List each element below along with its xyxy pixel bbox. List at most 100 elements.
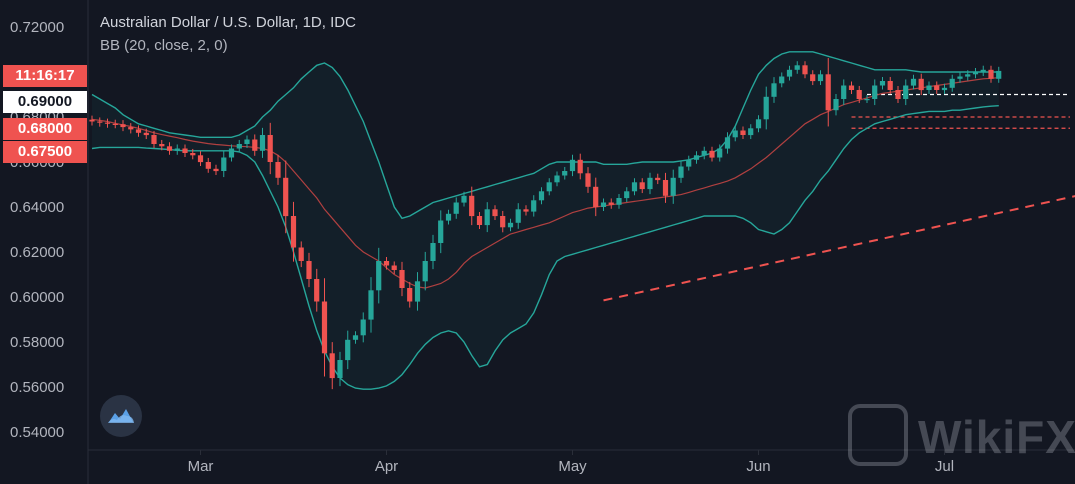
candle-body <box>221 157 227 171</box>
candle <box>585 167 591 193</box>
candle-body <box>693 155 700 160</box>
candle-body <box>639 182 645 190</box>
candle <box>670 169 676 204</box>
candle <box>810 70 816 86</box>
candle <box>259 127 266 158</box>
candle <box>399 261 405 297</box>
candle-body <box>554 175 560 183</box>
candle <box>461 191 467 207</box>
candle <box>949 74 955 92</box>
candle <box>337 351 343 387</box>
candle-body <box>934 85 940 90</box>
candle <box>376 247 382 304</box>
candle <box>600 198 607 212</box>
candle <box>996 66 1002 83</box>
candle <box>345 330 351 370</box>
candle <box>856 85 862 104</box>
candle <box>755 115 762 133</box>
candle-body <box>407 288 413 302</box>
candle-body <box>763 96 769 120</box>
candle-body <box>616 198 622 205</box>
candle-body <box>748 128 754 136</box>
candle-body <box>422 261 428 282</box>
candle-body <box>314 279 320 302</box>
candle <box>833 93 839 116</box>
candle-body <box>159 144 165 147</box>
candle-body <box>283 177 289 217</box>
bollinger-basis-line <box>91 77 999 289</box>
candle <box>748 124 754 140</box>
candle <box>228 144 235 162</box>
candle-body <box>492 209 498 217</box>
candle <box>205 157 211 173</box>
candle <box>182 144 188 158</box>
candle-body <box>345 339 351 361</box>
countdown-price-tag: 11:16:17 <box>3 65 87 87</box>
candle <box>104 118 111 128</box>
candle <box>120 120 126 132</box>
candle-body <box>104 122 111 124</box>
candle <box>368 277 374 333</box>
y-tick-label: 0.58000 <box>10 334 64 351</box>
candle-body <box>740 130 746 135</box>
candle-body <box>538 191 545 201</box>
candle-body <box>190 153 196 156</box>
candle-body <box>500 216 506 228</box>
candle-body <box>469 195 475 217</box>
candle-body <box>678 166 684 178</box>
candle-body <box>864 99 870 101</box>
wikifx-watermark: WikiFX <box>848 404 1075 474</box>
candle-body <box>701 150 707 156</box>
candle <box>655 173 661 185</box>
candle-body <box>151 135 157 144</box>
candle <box>848 81 855 95</box>
candle-body <box>957 76 963 79</box>
candle <box>957 72 963 83</box>
candle <box>174 144 180 155</box>
candle <box>128 123 134 134</box>
candle-body <box>771 83 777 97</box>
x-axis[interactable]: Mar Apr May Jun Jul <box>188 450 955 475</box>
candle <box>236 139 242 153</box>
candle <box>414 272 421 311</box>
candle-body <box>120 124 126 128</box>
candle <box>562 166 568 180</box>
candle <box>903 79 909 106</box>
candle-body <box>872 85 878 99</box>
y-tick-label: 0.60000 <box>10 289 64 306</box>
candle <box>151 130 157 149</box>
candle <box>864 94 870 104</box>
candle-body <box>531 200 537 212</box>
candle <box>569 154 576 177</box>
candle <box>980 65 986 77</box>
candle <box>631 178 638 196</box>
candle <box>554 171 560 187</box>
candle-body <box>724 137 731 149</box>
candle-body <box>624 191 630 199</box>
candle-body <box>965 74 971 77</box>
x-tick-label: Apr <box>375 458 398 475</box>
cloud-logo-icon[interactable] <box>100 395 142 437</box>
candle <box>941 83 948 95</box>
candle-body <box>430 243 436 261</box>
price-tag-0-68000: 0.68000 <box>3 118 87 140</box>
candle <box>965 70 971 81</box>
y-tick-label: 0.56000 <box>10 379 64 396</box>
candle-body <box>903 85 909 99</box>
candle-body <box>275 162 281 178</box>
wikifx-logo-icon <box>848 404 908 466</box>
candle <box>112 119 118 129</box>
x-tick-label: Mar <box>188 458 214 475</box>
candle <box>469 186 475 226</box>
candle-body <box>298 247 304 261</box>
candle <box>453 197 459 219</box>
candle <box>934 81 940 95</box>
candle <box>407 281 413 308</box>
candle <box>662 172 669 203</box>
candle <box>97 117 103 127</box>
candle-body <box>562 171 568 176</box>
bollinger-upper-band <box>91 51 999 220</box>
bollinger-lower-band <box>91 105 999 390</box>
